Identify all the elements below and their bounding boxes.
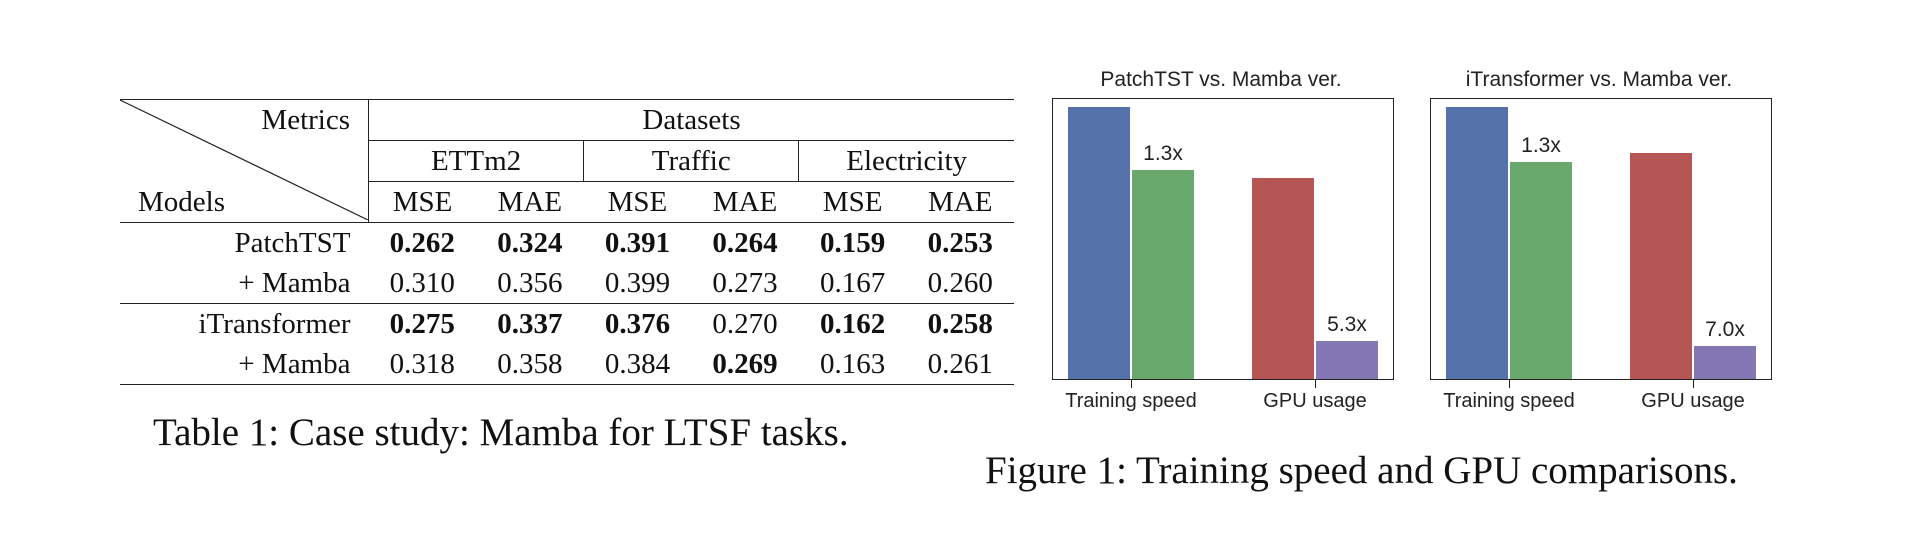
chart-bar	[1252, 178, 1314, 379]
datasets-header: Datasets	[368, 99, 1014, 141]
metric-value-cell: 0.356	[497, 267, 563, 299]
table-caption: Table 1: Case study: Mamba for LTSF task…	[153, 411, 849, 454]
metric-header: MAE	[712, 186, 778, 218]
table-row: iTransformer 0.275 0.337 0.376 0.270 0.162 0.2…	[120, 303, 1014, 345]
chart-plot-area	[1430, 98, 1772, 380]
dataset-header-electricity: Electricity	[798, 140, 1014, 182]
metric-header: MSE	[607, 186, 668, 218]
metric-value-cell: 0.163	[819, 348, 886, 380]
x-axis-tick-label: Training speed	[1443, 390, 1575, 412]
metric-value-cell: 0.358	[497, 348, 563, 380]
models-corner-label: Models	[138, 186, 225, 218]
table-row: + Mamba 0.318 0.358 0.384 0.269 0.163 0.261	[120, 344, 1014, 385]
dataset-header-ettm2: ETTm2	[367, 140, 584, 182]
metric-value-cell: 0.310	[389, 267, 455, 299]
x-axis-tick	[1315, 380, 1317, 388]
table-row: PatchTST 0.262 0.324 0.391 0.264 0.159 0.253	[120, 222, 1014, 264]
bar-data-label: 5.3x	[1327, 313, 1367, 336]
metric-value-cell: 0.399	[604, 267, 671, 299]
x-axis-tick	[1509, 380, 1511, 388]
metric-value-cell: 0.260	[927, 267, 993, 299]
metric-value-cell: 0.384	[604, 348, 671, 380]
chart-plot-area	[1052, 98, 1394, 380]
model-name-cell: PatchTST	[234, 227, 351, 259]
metric-value-cell: 0.270	[712, 308, 778, 340]
bar-data-label: 1.3x	[1143, 142, 1183, 165]
metric-value-cell: 0.273	[712, 267, 778, 299]
metric-header: MSE	[368, 181, 477, 223]
corner-diagonal	[120, 100, 368, 220]
bar-data-label: 7.0x	[1705, 318, 1745, 341]
metric-value-cell: 0.162	[819, 308, 886, 340]
chart-bar	[1510, 162, 1572, 379]
metric-header: MAE	[927, 186, 993, 218]
metric-value-cell: 0.262	[389, 227, 455, 259]
metric-value-cell: 0.275	[389, 308, 455, 340]
x-axis-tick-label: GPU usage	[1263, 390, 1367, 412]
table-corner-cell: Metrics Models	[120, 100, 369, 223]
metric-value-cell: 0.337	[497, 308, 563, 340]
model-name-cell: iTransformer	[198, 308, 351, 340]
model-name-cell: + Mamba	[238, 267, 351, 299]
metric-value-cell: 0.269	[712, 348, 778, 380]
chart-title: iTransformer vs. Mamba ver.	[1465, 68, 1733, 91]
metrics-corner-label: Metrics	[261, 104, 350, 136]
metric-value-cell: 0.159	[819, 227, 886, 259]
chart-bar	[1132, 170, 1194, 379]
metric-value-cell: 0.264	[712, 227, 778, 259]
metric-value-cell: 0.376	[604, 308, 671, 340]
chart-bar	[1630, 153, 1692, 379]
chart-title: PatchTST vs. Mamba ver.	[1100, 68, 1342, 91]
chart-bar	[1694, 346, 1756, 379]
dataset-header-traffic: Traffic	[583, 140, 799, 182]
x-axis-tick-label: GPU usage	[1641, 390, 1745, 412]
metric-value-cell: 0.253	[927, 227, 993, 259]
x-axis-tick	[1131, 380, 1133, 388]
metric-value-cell: 0.261	[927, 348, 993, 380]
chart-bar	[1068, 107, 1130, 379]
metric-value-cell: 0.324	[497, 227, 563, 259]
table-row: + Mamba 0.310 0.356 0.399 0.273 0.167 0.260	[120, 263, 1014, 304]
metric-value-cell: 0.167	[819, 267, 886, 299]
figure-caption: Figure 1: Training speed and GPU compari…	[985, 449, 1738, 492]
metric-value-cell: 0.258	[927, 308, 993, 340]
metric-value-cell: 0.318	[389, 348, 455, 380]
table-body: PatchTST 0.262 0.324 0.391 0.264 0.159 0.253 + …	[120, 222, 1014, 385]
x-axis-tick	[1693, 380, 1695, 388]
x-axis-tick-label: Training speed	[1065, 390, 1197, 412]
bar-data-label: 1.3x	[1521, 134, 1561, 157]
results-table-container: Metrics Models Datasets ETTm2 Traffic El…	[120, 99, 1014, 385]
metric-header: MSE	[822, 186, 883, 218]
model-name-cell: + Mamba	[238, 348, 351, 380]
chart-bar	[1316, 341, 1378, 379]
chart-bar	[1446, 107, 1508, 379]
metric-header: MAE	[497, 186, 563, 218]
metric-value-cell: 0.391	[604, 227, 671, 259]
results-table: Metrics Models Datasets ETTm2 Traffic El…	[120, 99, 1014, 385]
